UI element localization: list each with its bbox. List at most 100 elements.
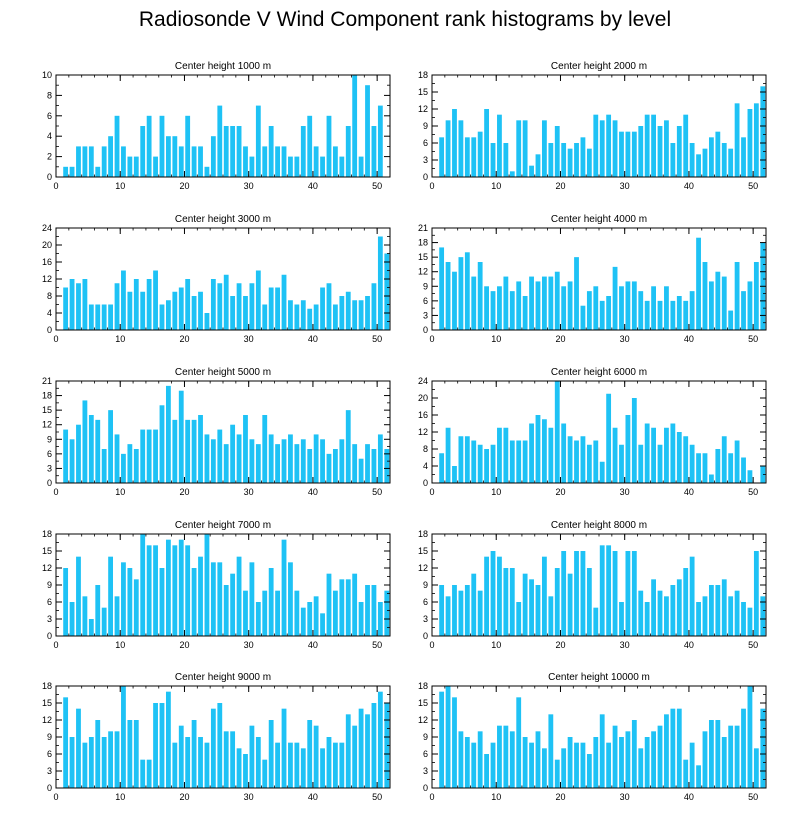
bar — [509, 440, 515, 483]
bar — [567, 436, 573, 483]
bar — [191, 568, 197, 636]
bar — [114, 731, 120, 788]
x-tick-label: 10 — [115, 640, 125, 650]
bar — [82, 596, 88, 636]
bar — [281, 708, 287, 788]
x-tick-label: 40 — [684, 640, 694, 650]
bar — [747, 470, 753, 483]
bar — [121, 453, 126, 483]
bar — [606, 296, 612, 330]
bar — [439, 247, 445, 330]
bar — [288, 742, 293, 788]
bar — [471, 742, 477, 788]
bar — [548, 427, 554, 483]
bar — [574, 143, 579, 177]
bar — [702, 453, 708, 483]
bar — [101, 607, 107, 636]
y-tick-label: 18 — [418, 681, 428, 691]
bar — [612, 551, 618, 636]
bar — [294, 742, 300, 788]
bar — [146, 545, 152, 636]
y-tick-label: 12 — [418, 267, 428, 277]
bar — [554, 126, 560, 177]
bar — [127, 568, 133, 636]
bar — [670, 708, 676, 788]
bar — [644, 114, 650, 177]
x-tick-label: 40 — [684, 487, 694, 497]
bar — [477, 444, 483, 483]
bar — [326, 573, 332, 636]
bar — [625, 551, 631, 636]
bar — [586, 148, 592, 177]
bar — [101, 737, 107, 788]
bar — [741, 602, 746, 636]
y-tick-label: 18 — [42, 681, 52, 691]
bar — [172, 136, 178, 177]
bar — [464, 137, 470, 177]
x-tick-label: 10 — [491, 181, 501, 191]
bar — [358, 300, 364, 330]
bar — [458, 436, 464, 483]
x-tick-label: 20 — [555, 334, 565, 344]
bar — [88, 619, 94, 636]
bar — [715, 585, 721, 636]
x-tick-label: 30 — [620, 640, 630, 650]
bar — [108, 556, 113, 636]
x-tick-label: 20 — [555, 487, 565, 497]
bar — [178, 725, 184, 788]
bar — [320, 748, 325, 788]
bar — [313, 146, 319, 177]
bar — [676, 296, 682, 330]
bar — [210, 136, 216, 177]
bar — [69, 279, 75, 330]
bar — [664, 596, 669, 636]
bar — [664, 286, 669, 330]
bar — [670, 585, 676, 636]
bar — [88, 737, 94, 788]
bar — [300, 748, 306, 788]
bar — [114, 115, 120, 177]
bar — [445, 120, 451, 177]
bar — [670, 300, 676, 330]
x-tick-label: 50 — [748, 640, 758, 650]
bar — [657, 126, 663, 177]
panel-title: Center height 10000 m — [548, 672, 650, 683]
x-tick-label: 20 — [555, 181, 565, 191]
bar — [204, 166, 210, 177]
bar — [464, 737, 470, 788]
y-tick-label: 0 — [423, 783, 428, 793]
x-tick-label: 0 — [53, 640, 58, 650]
bar — [76, 424, 81, 483]
bar — [529, 579, 534, 636]
bar — [445, 686, 451, 788]
bar — [101, 146, 107, 177]
bar — [313, 304, 319, 330]
bar — [288, 156, 293, 177]
y-tick-label: 18 — [418, 529, 428, 539]
bar — [63, 697, 69, 788]
bar — [586, 444, 592, 483]
bar — [516, 440, 522, 483]
bar — [191, 146, 197, 177]
y-tick-label: 12 — [418, 427, 428, 437]
y-tick-label: 9 — [423, 580, 428, 590]
bar — [178, 287, 184, 330]
bar — [76, 708, 81, 788]
y-tick-label: 12 — [42, 563, 52, 573]
bar — [365, 585, 370, 636]
bar — [644, 737, 650, 788]
y-tick-label: 3 — [47, 614, 52, 624]
bar — [82, 146, 88, 177]
bar — [760, 86, 766, 177]
bar — [63, 429, 69, 483]
x-tick-label: 0 — [429, 792, 434, 802]
bar — [198, 737, 203, 788]
y-tick-label: 15 — [418, 546, 428, 556]
bar — [339, 439, 345, 483]
bar — [689, 742, 695, 788]
bar — [365, 444, 370, 483]
bar — [191, 419, 197, 483]
bar — [548, 276, 554, 330]
bar — [165, 136, 171, 177]
bar — [708, 585, 714, 636]
